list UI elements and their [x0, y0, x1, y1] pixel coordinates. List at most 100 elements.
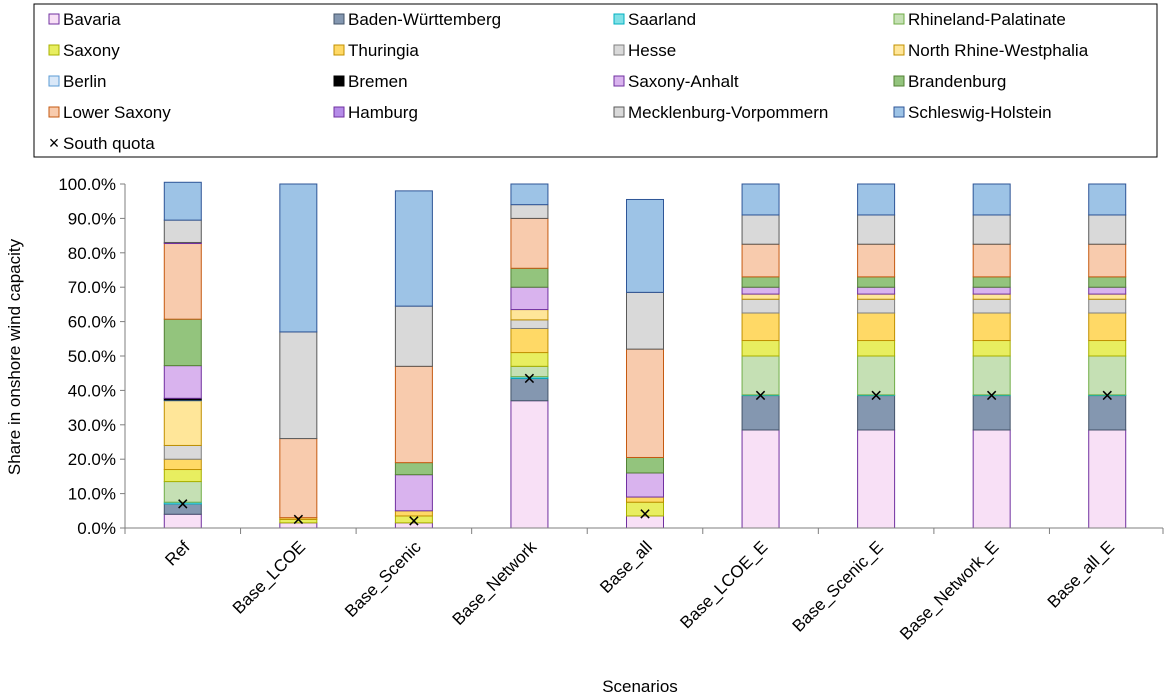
bar-segment-rhineland-palatinate: [1088, 355, 1127, 396]
bar-segment-north-rhine-westphalia: [510, 309, 549, 321]
x-tick-label: Base_all_E: [1044, 537, 1118, 611]
bar-segment-thuringia: [626, 496, 664, 503]
legend-label: Baden-Württemberg: [348, 10, 501, 29]
bar-segment-thuringia: [163, 458, 202, 471]
bar-segment-saxony: [1088, 340, 1127, 357]
legend-label: Bremen: [348, 72, 408, 91]
bar-segment-lower-saxony: [510, 217, 549, 269]
bar-segment-thuringia: [1088, 312, 1127, 342]
bar-segment-bavaria: [1088, 429, 1127, 529]
south-quota-marker: ×: [754, 385, 766, 408]
legend-item-berlin: Berlin: [48, 72, 106, 91]
x-tick-label: Base_Scenic: [341, 537, 425, 621]
legend-label: Lower Saxony: [63, 103, 171, 122]
south-quota-marker: ×: [523, 367, 535, 390]
bar-segment-saxony: [972, 340, 1011, 357]
bar-segment-mecklenburg-vorpommern: [163, 219, 202, 243]
bar-segment-bavaria: [163, 513, 202, 529]
legend-swatch: [48, 13, 60, 25]
legend-item-saxony: Saxony: [48, 41, 120, 60]
legend-swatch: [613, 106, 625, 118]
bar-segment-mecklenburg-vorpommern: [857, 214, 896, 245]
legend-item-rhineland-palatinate: Rhineland-Palatinate: [893, 10, 1066, 29]
y-tick-label: 60.0%: [68, 313, 116, 332]
bar-segment-saxony-anhalt: [626, 472, 664, 498]
legend-item-bremen: Bremen: [333, 72, 408, 91]
legend-item-schleswig-holstein: Schleswig-Holstein: [893, 103, 1052, 122]
bar-segment-thuringia: [741, 312, 780, 342]
legend: Bavaria Baden-Württemberg Saarland Rhinelan…: [33, 3, 1158, 158]
legend-item-brandenburg: Brandenburg: [893, 72, 1006, 91]
legend-label: Brandenburg: [908, 72, 1006, 91]
legend-swatch: [613, 75, 625, 87]
bar-segment-brandenburg: [163, 318, 202, 367]
x-tick-label: Ref: [161, 537, 193, 569]
x-axis: Ref Base_LCOE Base_Scenic Base_Network Base_…: [124, 527, 1164, 644]
bar-segment-brandenburg: [626, 456, 664, 474]
y-axis-title: Share in onshore wind capacity: [5, 238, 24, 475]
legend-label: Saxony-Anhalt: [628, 72, 739, 91]
bar-segment-hesse: [163, 444, 202, 460]
x-tick-label: Base_LCOE_E: [676, 537, 771, 632]
bar-stack-ref: [163, 181, 202, 529]
bar-stack-base-lcoe-e: [741, 183, 780, 529]
bar-segment-schleswig-holstein: [626, 198, 664, 293]
bar-segment-bavaria: [741, 429, 780, 529]
legend-item-saarland: Saarland: [613, 10, 696, 29]
bar-segment-saxony: [741, 340, 780, 357]
legend-swatch: [333, 106, 345, 118]
bar-segment-lower-saxony: [857, 243, 896, 278]
south-quota-marker: ×: [639, 503, 651, 526]
bar-segment-bavaria: [857, 429, 896, 529]
legend-swatch: [333, 75, 345, 87]
y-tick-label: 30.0%: [68, 416, 116, 435]
bar-segment-saxony-anhalt: [510, 286, 549, 311]
bar-segment-schleswig-holstein: [857, 183, 896, 216]
south-quota-marker: ×: [1101, 385, 1113, 408]
bar-segment-thuringia: [857, 312, 896, 342]
legend-item-north-rhine-westphalia: North Rhine-Westphalia: [893, 41, 1089, 60]
south-quota-markers: × × × × × × × × ×: [177, 367, 1114, 533]
y-axis: 0.0% 10.0% 20.0% 30.0% 40.0% 50.0% 60.0% 70.0% 8…: [58, 175, 126, 538]
x-tick-label: Base_LCOE: [229, 537, 309, 617]
south-quota-marker: ×: [870, 385, 882, 408]
bar-segment-schleswig-holstein: [279, 183, 318, 333]
bar-segment-baden-wurttemberg: [1088, 395, 1127, 431]
legend-item-mecklenburg-vorpommern: Mecklenburg-Vorpommern: [613, 103, 828, 122]
bar-segment-schleswig-holstein: [394, 190, 433, 307]
bar-segment-brandenburg: [510, 267, 549, 288]
bar-segment-brandenburg: [972, 276, 1011, 288]
bar-segment-schleswig-holstein: [741, 183, 780, 216]
bar-segment-brandenburg: [1088, 276, 1127, 288]
x-tick-label: Base_Network_E: [896, 537, 1002, 643]
y-tick-label: 40.0%: [68, 381, 116, 400]
bar-segment-hesse: [741, 298, 780, 314]
bar-segment-north-rhine-westphalia: [857, 293, 896, 300]
bar-segment-mecklenburg-vorpommern: [1088, 214, 1127, 245]
bar-segment-north-rhine-westphalia: [972, 293, 1011, 300]
y-tick-label: 70.0%: [68, 278, 116, 297]
legend-swatch: [893, 44, 905, 56]
bar-stack-base-scenic-e: [857, 183, 896, 529]
bar-stack-base-all-e: [1088, 183, 1127, 529]
bar-segment-saxony: [857, 340, 896, 357]
legend-swatch: [333, 13, 345, 25]
y-tick-label: 10.0%: [68, 485, 116, 504]
x-tick-label: Base_all: [596, 537, 656, 597]
bar-segment-saxony-anhalt: [394, 474, 433, 512]
legend-item-hesse: Hesse: [613, 41, 676, 60]
legend-swatch: [613, 13, 625, 25]
bar-segment-north-rhine-westphalia: [163, 400, 202, 446]
bar-stack-base-scenic: [394, 190, 433, 529]
legend-item-saxony-anhalt: Saxony-Anhalt: [613, 72, 739, 91]
bar-segment-lower-saxony: [163, 243, 202, 320]
legend-label: Hesse: [628, 41, 676, 60]
bar-segment-rhineland-palatinate: [972, 355, 1011, 396]
legend-label: Thuringia: [348, 41, 419, 60]
bar-segment-mecklenburg-vorpommern: [510, 204, 549, 219]
legend-label: Mecklenburg-Vorpommern: [628, 103, 828, 122]
bar-segment-saxony-anhalt: [741, 286, 780, 295]
y-tick-label: 20.0%: [68, 450, 116, 469]
legend-item-south-quota: × South quota: [49, 133, 155, 153]
bar-segment-hesse: [857, 298, 896, 314]
